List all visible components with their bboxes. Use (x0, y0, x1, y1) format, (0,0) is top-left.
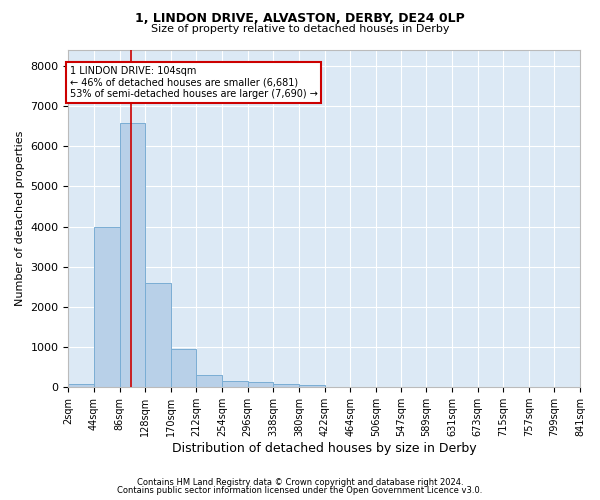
Bar (68, 384, 94, 387)
Text: 1 LINDON DRIVE: 104sqm
← 46% of detached houses are smaller (6,681)
53% of semi-: 1 LINDON DRIVE: 104sqm ← 46% of detached… (70, 66, 317, 100)
Bar (222, 381, 248, 387)
Bar (196, 375, 222, 387)
Text: Size of property relative to detached houses in Derby: Size of property relative to detached ho… (151, 24, 449, 34)
Y-axis label: Number of detached properties: Number of detached properties (15, 131, 25, 306)
Bar (273, 384, 299, 387)
Text: 1, LINDON DRIVE, ALVASTON, DERBY, DE24 0LP: 1, LINDON DRIVE, ALVASTON, DERBY, DE24 0… (135, 12, 465, 26)
Bar (171, 348, 196, 387)
Bar (119, 123, 145, 387)
X-axis label: Distribution of detached houses by size in Derby: Distribution of detached houses by size … (172, 442, 476, 455)
Text: Contains HM Land Registry data © Crown copyright and database right 2024.: Contains HM Land Registry data © Crown c… (137, 478, 463, 487)
Bar (299, 385, 325, 387)
Bar (94, 226, 119, 387)
Text: Contains public sector information licensed under the Open Government Licence v3: Contains public sector information licen… (118, 486, 482, 495)
Bar (145, 283, 171, 387)
Bar (248, 382, 273, 387)
